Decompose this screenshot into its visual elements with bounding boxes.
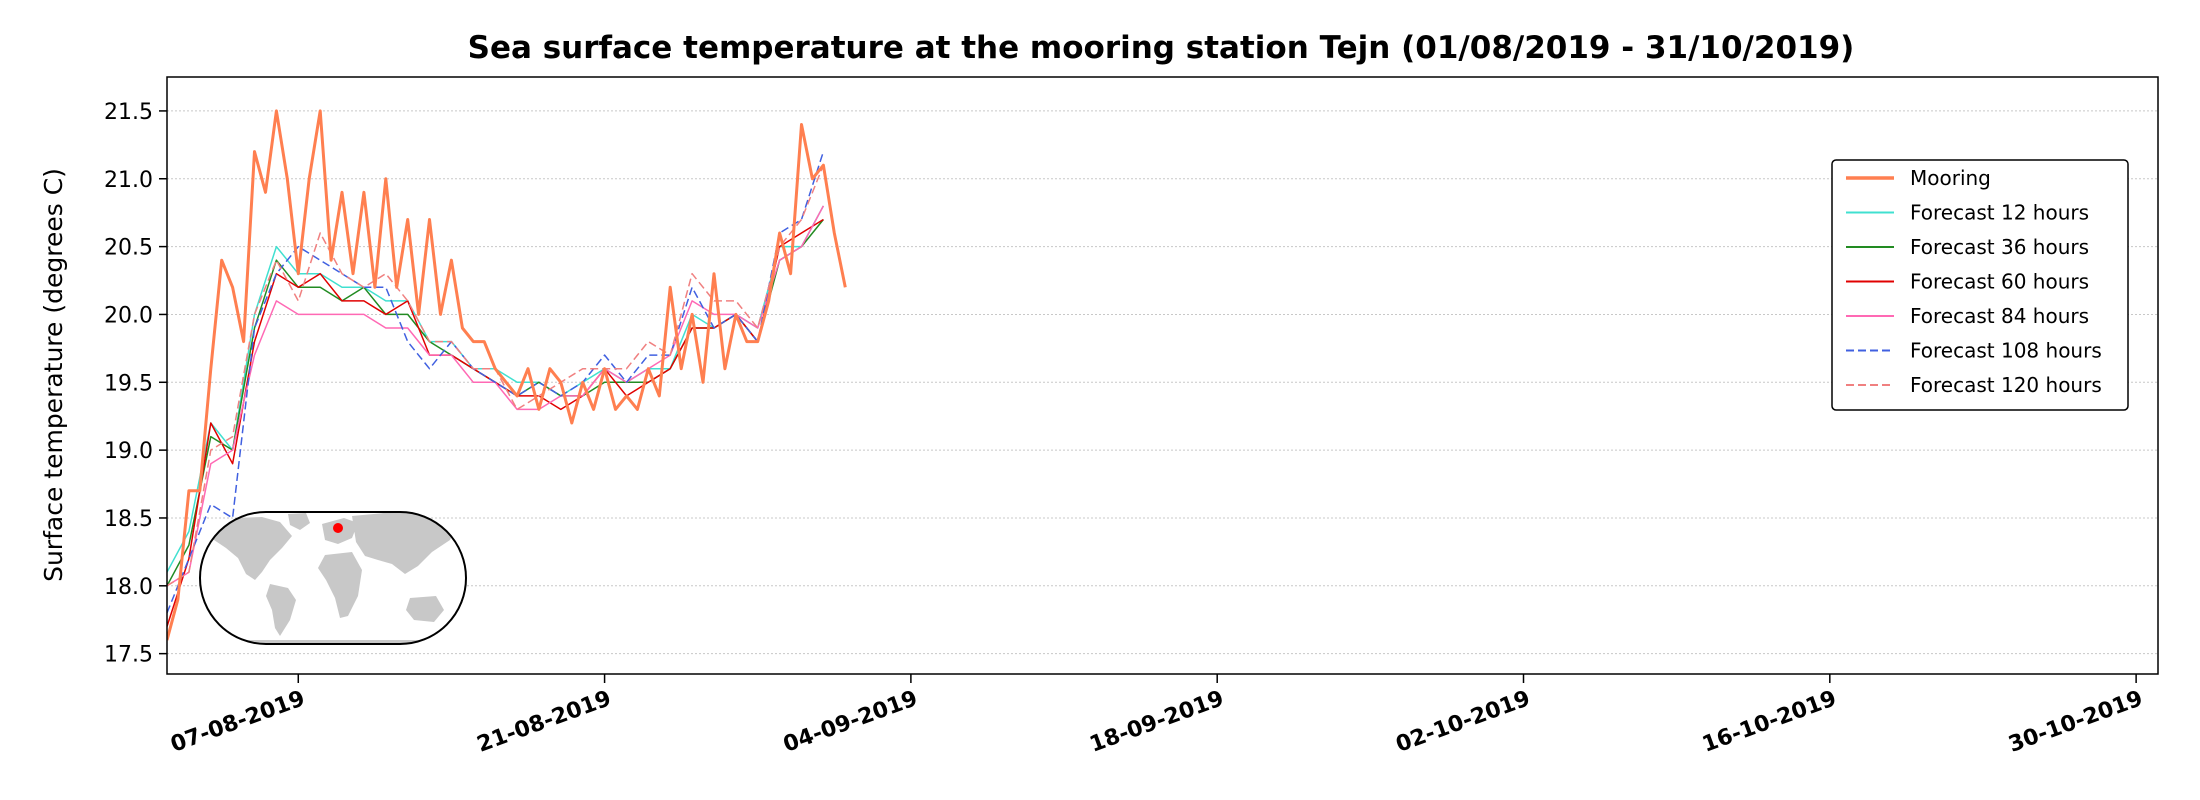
- plot-series: [167, 109, 847, 641]
- y-tick-label: 21.0: [104, 168, 153, 193]
- x-tick-label: 16-10-2019: [1699, 686, 1840, 758]
- x-tick-label: 07-08-2019: [168, 686, 309, 758]
- y-tick-label: 20.5: [104, 236, 153, 261]
- legend-label-forecast-108-hours: Forecast 108 hours: [1910, 339, 2102, 363]
- x-axis: 07-08-2019 21-08-2019 04-09-2019 18-09-2019…: [168, 674, 2146, 758]
- legend-box: [1831, 159, 2129, 411]
- y-tick-label: 19.0: [104, 439, 153, 464]
- legend-label-forecast-120-hours: Forecast 120 hours: [1910, 373, 2102, 397]
- y-axis-label: Surface temperature (degrees C): [39, 168, 68, 582]
- chart-title: Sea surface temperature at the mooring s…: [468, 30, 1855, 66]
- inset-world-map: [199, 511, 467, 645]
- north-america-shape: [212, 517, 292, 580]
- y-tick-label: 18.5: [104, 507, 153, 532]
- legend-label-forecast-60-hours: Forecast 60 hours: [1910, 270, 2089, 294]
- asia-shape: [352, 512, 458, 574]
- legend-label-forecast-36-hours: Forecast 36 hours: [1910, 235, 2089, 259]
- australia-shape: [406, 596, 444, 622]
- y-tick-label: 21.5: [104, 100, 153, 125]
- y-tick-label: 19.5: [104, 371, 153, 396]
- plot-frame: [166, 76, 2159, 675]
- series-mooring: [167, 109, 847, 641]
- legend: Mooring Forecast 12 hours Forecast 36 hour…: [1831, 159, 2129, 411]
- x-tick-label: 02-10-2019: [1393, 686, 1534, 758]
- x-tick-label: 30-10-2019: [2005, 686, 2146, 758]
- legend-label-mooring: Mooring: [1910, 166, 1991, 190]
- y-axis: 17.5 18.0 18.5 19.0 19.5 20.0 20.5 21.0 21.5: [104, 100, 167, 668]
- legend-label-forecast-12-hours: Forecast 12 hours: [1910, 201, 2089, 225]
- x-tick-label: 04-09-2019: [780, 686, 921, 758]
- y-tick-label: 18.0: [104, 575, 153, 600]
- legend-label-forecast-84-hours: Forecast 84 hours: [1910, 304, 2089, 328]
- x-tick-label: 21-08-2019: [474, 686, 615, 758]
- series-forecast-108-hours: [167, 151, 825, 614]
- station-marker: [333, 523, 343, 533]
- y-tick-label: 17.5: [104, 643, 153, 668]
- y-tick-label: 20.0: [104, 303, 153, 328]
- x-tick-label: 18-09-2019: [1086, 686, 1227, 758]
- greenland-shape: [288, 513, 310, 530]
- south-america-shape: [266, 584, 296, 636]
- africa-shape: [318, 552, 362, 618]
